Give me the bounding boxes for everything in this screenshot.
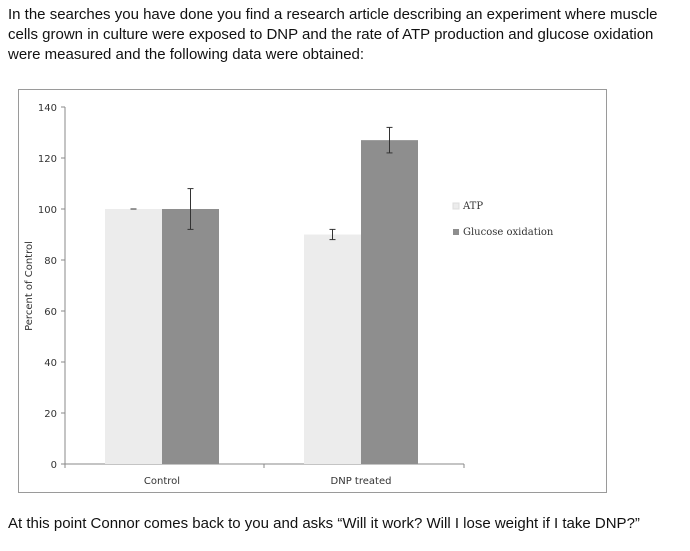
y-tick-label: 60: [44, 307, 57, 318]
legend-swatch: [452, 202, 460, 210]
y-tick-label: 0: [51, 460, 57, 471]
bar-atp-dnp-treated: [304, 234, 361, 464]
legend-swatch: [453, 229, 459, 235]
x-category-label: Control: [144, 476, 180, 487]
legend-label: ATP: [462, 201, 483, 212]
bar-glucose-oxidation-control: [162, 209, 219, 464]
bar-glucose-oxidation-dnp-treated: [361, 140, 418, 464]
intro-paragraph: In the searches you have done you find a…: [8, 6, 658, 63]
chart-figure: 0 20 40 60 80 100 120 140 Percent of Control Cont…: [18, 89, 607, 493]
y-tick-label: 120: [38, 154, 57, 165]
legend-label: Glucose oxidation: [463, 227, 554, 238]
y-tick-label: 40: [44, 358, 57, 369]
y-tick-label: 140: [38, 103, 57, 114]
question-paragraph: At this point Connor comes back to you a…: [8, 515, 640, 532]
bar-atp-control: [105, 209, 162, 464]
x-category-label: DNP treated: [331, 476, 392, 487]
y-axis-label: Percent of Control: [24, 241, 35, 331]
y-tick-label: 80: [44, 256, 57, 267]
y-tick-label: 100: [38, 205, 57, 216]
bar-chart: 0 20 40 60 80 100 120 140 Percent of Control Cont…: [24, 103, 554, 487]
y-tick-label: 20: [44, 409, 57, 420]
